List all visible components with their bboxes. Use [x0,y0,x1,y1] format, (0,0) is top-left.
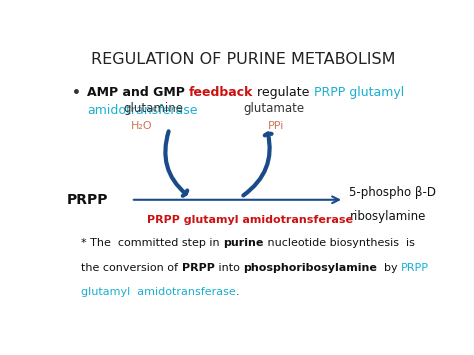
Text: PRPP: PRPP [401,263,429,273]
Text: * The  committed step in: * The committed step in [82,238,223,248]
Text: glutamyl  amidotransferase: glutamyl amidotransferase [82,287,236,297]
Text: REGULATION OF PURINE METABOLISM: REGULATION OF PURINE METABOLISM [91,52,395,67]
Text: regulate: regulate [254,86,314,99]
Text: by: by [377,263,401,273]
Text: H₂O: H₂O [131,121,153,131]
Text: •: • [72,86,81,100]
Text: 5-phospho β-D: 5-phospho β-D [349,186,437,200]
Text: PRPP: PRPP [182,263,215,273]
Text: feedback: feedback [189,86,254,99]
Text: nucleotide biosynthesis  is: nucleotide biosynthesis is [264,238,415,248]
Text: glutamate: glutamate [244,102,305,115]
Text: .: . [236,287,240,297]
Text: ribosylamine: ribosylamine [349,210,426,223]
Text: AMP and GMP: AMP and GMP [87,86,189,99]
Text: into: into [215,263,243,273]
Text: purine: purine [223,238,264,248]
Text: phosphoribosylamine: phosphoribosylamine [243,263,377,273]
Text: PPi: PPi [268,121,284,131]
Text: amidotransferase: amidotransferase [87,104,197,117]
Text: the conversion of: the conversion of [82,263,182,273]
Text: PRPP: PRPP [66,193,108,207]
Text: PRPP glutamyl amidotransferase: PRPP glutamyl amidotransferase [147,215,354,225]
Text: PRPP glutamyl: PRPP glutamyl [314,86,404,99]
Text: glutamine: glutamine [123,102,183,115]
